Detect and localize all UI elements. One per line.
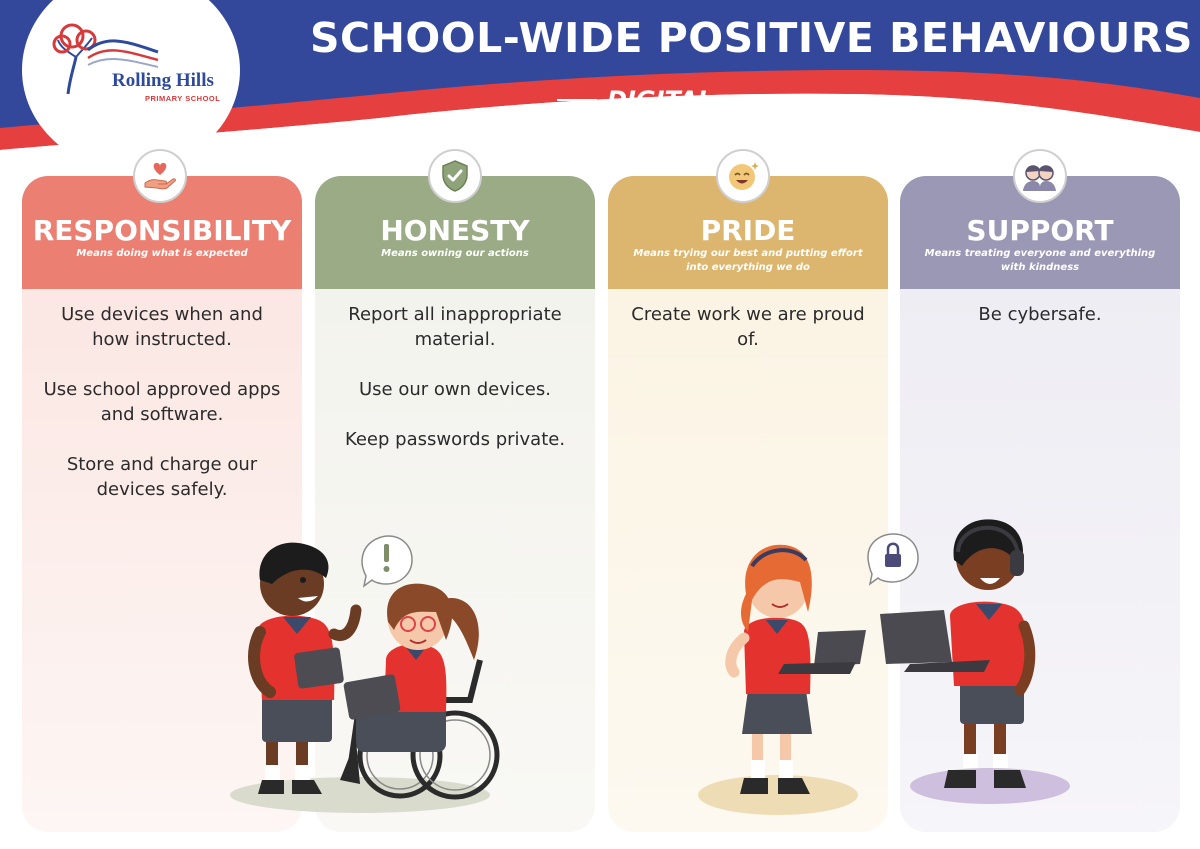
column-body [900, 289, 1180, 832]
smiling-face-icon [716, 149, 770, 203]
hand-heart-icon [133, 149, 187, 203]
column-title: PRIDE [700, 214, 796, 247]
page-title: SCHOOL-WIDE POSITIVE BEHAVIOURS [310, 14, 1193, 62]
column-description: Means doing what is expected [76, 248, 248, 259]
column-items: Use devices when and how instructed. Use… [40, 302, 284, 527]
list-item: Create work we are proud of. [631, 304, 865, 350]
logo-school-subtitle: PRIMARY SCHOOL [145, 94, 221, 103]
subtitle-group: DIGITAL [550, 86, 770, 114]
column-responsibility: RESPONSIBILITY Means doing what is expec… [22, 176, 302, 832]
column-support: SUPPORT Means treating everyone and ever… [900, 176, 1180, 832]
list-item: Report all inappropriate material. [348, 304, 562, 350]
column-description: Means owning our actions [381, 248, 529, 259]
list-item: Use devices when and how instructed. [61, 304, 263, 350]
logo-school-name: Rolling Hills [112, 70, 214, 91]
subtitle-rule-right [722, 99, 763, 101]
column-items: Be cybersafe. [918, 302, 1162, 352]
header-banner [0, 0, 1200, 170]
column-title: SUPPORT [966, 214, 1114, 247]
tree-logo-icon [52, 23, 159, 95]
logo-badge [22, 0, 240, 170]
list-item: Use school approved apps and software. [43, 379, 281, 425]
column-description: Means treating everyone and everything w… [924, 248, 1156, 273]
shield-check-icon [428, 149, 482, 203]
list-item: Use our own devices. [359, 379, 551, 400]
column-pride: PRIDE Means trying our best and putting … [608, 176, 888, 832]
two-friends-icon [1013, 149, 1067, 203]
list-item: Be cybersafe. [978, 304, 1102, 325]
page-subtitle: DIGITAL [607, 86, 713, 114]
column-items: Report all inappropriate material. Use o… [333, 302, 577, 477]
column-title: RESPONSIBILITY [32, 214, 292, 247]
list-item: Store and charge our devices safely. [66, 454, 258, 500]
column-honesty: HONESTY Means owning our actions Report … [315, 176, 595, 832]
column-title: HONESTY [380, 214, 530, 247]
subtitle-rule-left [557, 99, 598, 101]
column-body [22, 289, 302, 832]
list-item: Keep passwords private. [344, 429, 566, 450]
column-description: Means trying our best and putting effort… [633, 248, 863, 273]
column-items: Create work we are proud of. [626, 302, 870, 377]
